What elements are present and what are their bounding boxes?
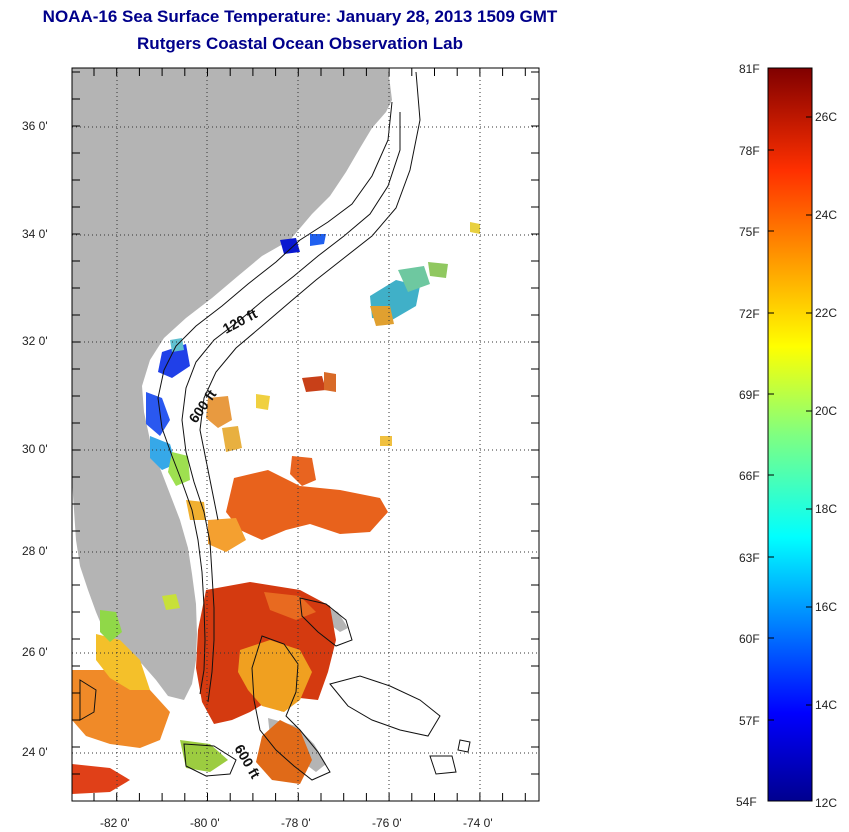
colorbar-c-18: 18C bbox=[815, 502, 838, 516]
colorbar-f-54: 54F bbox=[736, 795, 757, 809]
lat-label-32: 32 0' bbox=[22, 334, 48, 348]
colorbar-ticks bbox=[768, 116, 812, 721]
svg-text:120 ft: 120 ft bbox=[220, 305, 260, 336]
lat-label-34: 34 0' bbox=[22, 227, 48, 241]
colorbar-f-81: 81F bbox=[739, 62, 760, 76]
map-frame bbox=[71, 67, 540, 802]
colorbar-c-20: 20C bbox=[815, 404, 838, 418]
lat-label-30: 30 0' bbox=[22, 442, 48, 456]
colorbar-f-57: 57F bbox=[739, 714, 760, 728]
lon-label-78: -78 0' bbox=[281, 816, 311, 830]
axis-ticks bbox=[72, 68, 539, 801]
colorbar-c-22: 22C bbox=[815, 306, 838, 320]
lon-label-82: -82 0' bbox=[100, 816, 130, 830]
colorbar-f-60: 60F bbox=[739, 632, 760, 646]
sst-patches bbox=[72, 222, 480, 794]
bathymetry-contours bbox=[79, 71, 471, 781]
colorbar-c-12: 12C bbox=[815, 796, 838, 810]
colorbar-f-78: 78F bbox=[739, 144, 760, 158]
colorbar bbox=[767, 67, 813, 802]
colorbar-f-69: 69F bbox=[739, 388, 760, 402]
colorbar-c-16: 16C bbox=[815, 600, 838, 614]
colorbar-f-72: 72F bbox=[739, 307, 760, 321]
lat-label-24: 24 0' bbox=[22, 745, 48, 759]
colorbar-c-14: 14C bbox=[815, 698, 838, 712]
land-mainland bbox=[72, 68, 392, 700]
map-title: NOAA-16 Sea Surface Temperature: January… bbox=[42, 7, 558, 26]
lon-label-76: -76 0' bbox=[372, 816, 402, 830]
contour-label-120ft: 120 ft bbox=[220, 305, 260, 336]
lat-label-36: 36 0' bbox=[22, 119, 48, 133]
lon-label-80: -80 0' bbox=[190, 816, 220, 830]
lon-label-74: -74 0' bbox=[463, 816, 493, 830]
colorbar-f-63: 63F bbox=[739, 551, 760, 565]
colorbar-f-75: 75F bbox=[739, 225, 760, 239]
map-subtitle: Rutgers Coastal Ocean Observation Lab bbox=[137, 34, 463, 53]
colorbar-f-66: 66F bbox=[739, 469, 760, 483]
lat-label-28: 28 0' bbox=[22, 544, 48, 558]
colorbar-c-26: 26C bbox=[815, 110, 838, 124]
colorbar-c-24: 24C bbox=[815, 208, 838, 222]
lat-label-26: 26 0' bbox=[22, 645, 48, 659]
